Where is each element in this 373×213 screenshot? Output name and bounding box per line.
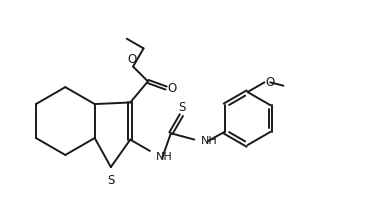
Text: O: O: [128, 53, 137, 66]
Text: S: S: [178, 101, 186, 114]
Text: S: S: [107, 174, 115, 187]
Text: O: O: [167, 82, 176, 95]
Text: NH: NH: [201, 136, 217, 146]
Text: NH: NH: [156, 152, 172, 162]
Text: O: O: [266, 76, 275, 89]
